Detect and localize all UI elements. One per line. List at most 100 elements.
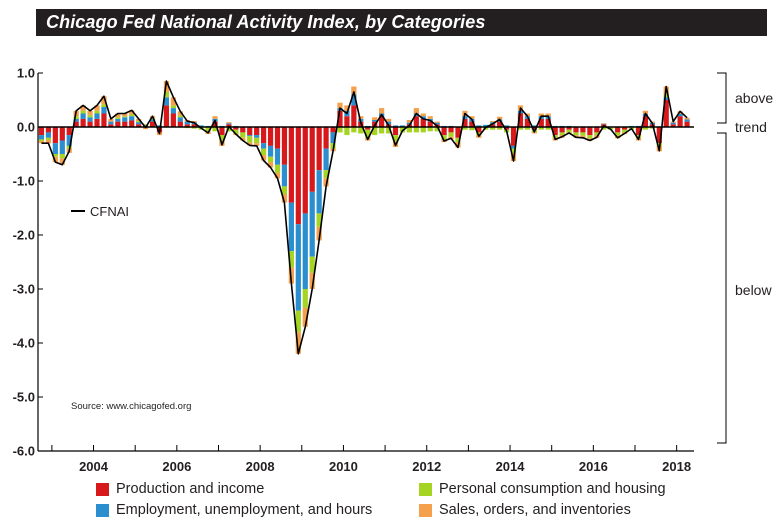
bar-production [323, 127, 329, 149]
x-tick-label: 2014 [496, 459, 526, 474]
bar-sales [52, 156, 58, 163]
bar-employment [406, 122, 412, 125]
bar-production [80, 118, 86, 127]
bar-production [73, 121, 79, 127]
bar-consumption [115, 117, 121, 119]
legend-item-sales: Sales, orders, and inventories [419, 500, 631, 520]
bar-consumption [538, 127, 544, 130]
bar-consumption [566, 129, 572, 133]
bar-employment [66, 135, 72, 146]
chart-title: Chicago Fed National Activity Index, by … [46, 12, 486, 32]
bar-production [191, 124, 197, 127]
bar-consumption [122, 116, 128, 118]
bar-consumption [559, 132, 565, 136]
bar-production [379, 116, 385, 127]
bar-production [295, 127, 301, 225]
bar-employment [267, 145, 274, 157]
bar-consumption [59, 154, 65, 159]
bar-production [267, 127, 274, 146]
bar-production [413, 116, 419, 127]
side-brackets: above trend below [717, 72, 773, 444]
bar-production [642, 116, 649, 127]
bar-employment [309, 191, 315, 257]
bar-consumption [601, 127, 607, 130]
bar-employment [420, 116, 426, 119]
labels-layer: 1.0 0.0 -1.0 -2.0 -3.0 -4.0 -5.0 -6.0 2004 2006 20… [13, 66, 692, 475]
y-tick-label: -3.0 [13, 282, 35, 297]
bar-employment [663, 97, 669, 100]
bar-consumption [351, 127, 357, 133]
bar-production [87, 121, 93, 127]
bar-employment [149, 119, 156, 122]
bar-sales [406, 119, 412, 123]
bar-production [559, 127, 565, 133]
bar-sales [45, 139, 52, 144]
bar-production [552, 127, 558, 136]
bar-sales [601, 123, 607, 124]
bar-consumption [226, 127, 232, 132]
bar-employment [302, 213, 308, 289]
bar-consumption [580, 132, 586, 136]
bar-production [531, 127, 537, 130]
bar-production [163, 105, 170, 127]
bar-employment [601, 123, 607, 125]
bar-consumption [240, 132, 246, 138]
bar-consumption [490, 127, 496, 130]
bar-employment [483, 124, 489, 127]
bar-consumption [441, 135, 447, 140]
bar-employment [323, 148, 329, 171]
bar-consumption [94, 110, 100, 114]
cfnai-legend-label: CFNAI [90, 204, 129, 219]
bar-consumption [73, 116, 79, 119]
bar-employment [316, 170, 322, 214]
bar-consumption [497, 127, 503, 130]
bar-consumption [309, 256, 315, 273]
bar-sales [372, 117, 378, 120]
bar-employment [670, 122, 676, 125]
legend-label-consumption: Personal consumption and housing [439, 481, 666, 497]
bar-consumption [163, 91, 170, 98]
bar-employment [295, 224, 301, 311]
bar-production [503, 127, 510, 130]
bar-employment [462, 116, 468, 119]
bar-employment [330, 132, 336, 144]
bar-production [274, 127, 281, 149]
bar-sales [281, 194, 288, 203]
bar-sales [254, 143, 260, 146]
bar-employment [38, 135, 45, 140]
bracket-above [717, 72, 727, 124]
bar-production [677, 116, 683, 127]
bar-consumption [476, 132, 482, 136]
bar-production [177, 121, 183, 127]
bar-consumption [149, 118, 156, 120]
bar-consumption [344, 127, 350, 136]
x-tick-label: 2004 [79, 459, 109, 474]
bar-production [670, 124, 676, 127]
y-tick-label: -4.0 [13, 336, 35, 351]
legend-item-consumption: Personal consumption and housing [419, 479, 666, 499]
bar-employment [385, 121, 392, 125]
bar-sales [122, 113, 128, 117]
bar-sales [191, 121, 197, 123]
region-label-below: below [735, 282, 772, 298]
bar-sales [434, 121, 440, 123]
bar-consumption [233, 129, 239, 135]
bar-sales [101, 96, 107, 105]
legend: Production and income Personal consumpti… [96, 479, 736, 523]
bar-production [490, 124, 496, 127]
bar-sales [38, 141, 45, 144]
bar-production [635, 127, 642, 136]
bar-consumption [337, 127, 343, 133]
bar-production [101, 113, 107, 127]
bar-sales [177, 111, 183, 116]
bar-consumption [358, 127, 364, 134]
bar-consumption [462, 127, 468, 130]
bar-production [587, 127, 593, 136]
bar-consumption [330, 143, 336, 149]
bar-consumption [254, 137, 260, 144]
bar-production [281, 127, 288, 165]
bar-consumption [323, 170, 329, 179]
bar-consumption [170, 105, 176, 109]
legend-swatch-production [96, 482, 109, 496]
bar-sales [212, 116, 218, 119]
